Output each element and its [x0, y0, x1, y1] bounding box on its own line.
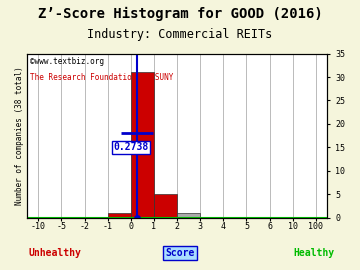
- Text: Z’-Score Histogram for GOOD (2016): Z’-Score Histogram for GOOD (2016): [38, 7, 322, 21]
- Text: Industry: Commercial REITs: Industry: Commercial REITs: [87, 28, 273, 41]
- Bar: [177, 213, 200, 218]
- Bar: [131, 72, 154, 218]
- Text: Unhealthy: Unhealthy: [29, 248, 82, 258]
- Text: 0.2738: 0.2738: [114, 142, 149, 152]
- Text: ©www.textbiz.org: ©www.textbiz.org: [30, 57, 104, 66]
- Text: Score: Score: [165, 248, 195, 258]
- Bar: [154, 194, 177, 218]
- Text: The Research Foundation of SUNY: The Research Foundation of SUNY: [30, 73, 173, 82]
- Y-axis label: Number of companies (38 total): Number of companies (38 total): [15, 66, 24, 205]
- Text: Healthy: Healthy: [294, 248, 335, 258]
- Bar: [108, 213, 131, 218]
